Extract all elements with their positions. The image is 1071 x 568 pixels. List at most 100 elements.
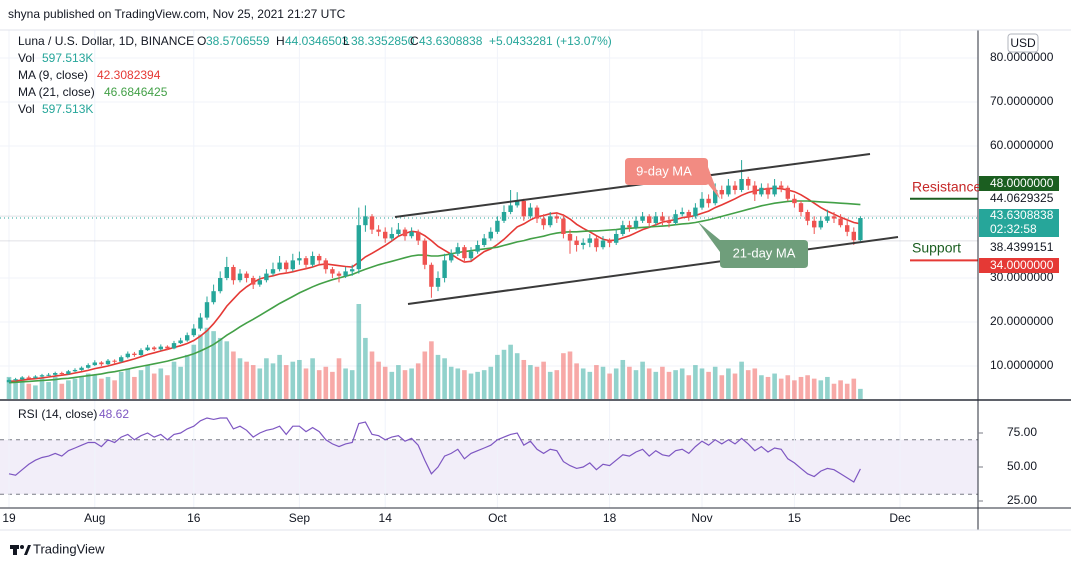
volume-bar	[264, 358, 269, 399]
indicator-value: 597.513K	[42, 51, 93, 65]
candle-body	[752, 185, 757, 195]
candle-body	[759, 187, 764, 195]
candle-body	[402, 229, 408, 237]
volume-bar	[323, 366, 329, 399]
volume-bar	[125, 368, 131, 399]
indicator-value: 42.3082394	[97, 68, 161, 82]
volume-bar	[673, 370, 678, 399]
x-tick-label: 16	[187, 511, 201, 525]
volume-bar	[39, 378, 45, 399]
candle-body	[495, 220, 500, 232]
volume-bar	[184, 354, 190, 399]
volume-bar	[290, 361, 296, 399]
volume-bar	[620, 359, 626, 399]
candle-body	[633, 220, 639, 228]
quote-key: O	[197, 34, 206, 48]
candle-body	[152, 347, 157, 350]
candle-body	[581, 242, 586, 245]
candle-body	[429, 264, 434, 287]
volume-bar	[204, 327, 210, 399]
volume-bar	[699, 368, 705, 399]
candle-body	[620, 225, 625, 234]
candle-body	[277, 262, 282, 270]
candle-body	[785, 187, 790, 199]
rsi-tick-label: 25.00	[1007, 493, 1037, 507]
resistance-price: 48.0000000	[990, 176, 1054, 190]
volume-bar	[501, 349, 507, 399]
volume-bar	[541, 361, 546, 399]
candle-body	[290, 260, 295, 270]
candle-body	[567, 233, 573, 241]
candle-body	[198, 317, 203, 329]
candle-body	[59, 373, 64, 375]
volume-bar	[198, 334, 203, 399]
volume-bar	[250, 365, 256, 399]
candle-body	[369, 216, 375, 230]
currency-box[interactable]	[1007, 33, 1039, 53]
candle-body	[508, 205, 513, 212]
volume-bar	[165, 375, 170, 399]
y-tick-label: 60.0000000	[990, 138, 1054, 152]
callout-21-day	[698, 222, 808, 268]
candle-body	[237, 273, 243, 281]
candle-body	[600, 240, 606, 248]
volume-bar	[825, 376, 830, 399]
candle-body	[356, 225, 361, 270]
indicator-name: Vol	[18, 51, 35, 65]
volume-bar	[79, 376, 84, 399]
candle-body	[350, 269, 355, 272]
candle-body	[251, 277, 256, 285]
quote-key: H	[276, 34, 285, 48]
candle-body	[72, 369, 78, 372]
candle-body	[534, 207, 540, 219]
price-mark-label: 38.4399151	[990, 240, 1054, 254]
volume-bar	[528, 365, 533, 399]
volume-bar	[455, 368, 461, 399]
indicator-value: 597.513K	[42, 102, 93, 116]
volume-bar	[336, 358, 342, 399]
volume-bar	[158, 368, 164, 399]
quote-value: 43.6308838	[419, 34, 483, 48]
volume-bar	[805, 375, 810, 399]
candle-body	[739, 178, 744, 190]
volume-bar	[594, 365, 599, 399]
volume-bar	[759, 375, 764, 399]
candle-body	[317, 255, 322, 261]
volume-bar	[462, 370, 467, 399]
candle-body	[257, 280, 262, 285]
volume-bar	[409, 368, 414, 399]
y-tick-label: 30.0000000	[990, 270, 1054, 284]
volume-bar	[613, 368, 619, 399]
ma-line	[8, 187, 861, 383]
candle-body	[389, 233, 394, 239]
last-price-box	[979, 209, 1059, 237]
candle-body	[231, 266, 236, 281]
candle-body	[699, 198, 705, 208]
grid	[0, 30, 978, 508]
candle-body	[330, 269, 335, 274]
candle-body	[224, 266, 229, 278]
candle-body	[303, 258, 309, 265]
candle-body	[501, 211, 507, 221]
candle-body	[732, 185, 738, 190]
candle-body	[112, 360, 117, 362]
rsi-tick-label: 75.00	[1007, 425, 1037, 439]
candle-body	[825, 216, 830, 221]
candle-body	[92, 362, 97, 366]
y-tick-label: 70.0000000	[990, 94, 1054, 108]
volume-bar	[237, 358, 243, 399]
quote-value: 38.5706559	[206, 34, 270, 48]
currency[interactable]: USD	[1010, 36, 1036, 50]
volume-bar	[442, 358, 447, 399]
resistance-price-box	[979, 176, 1059, 191]
candle-body	[482, 238, 487, 245]
candle-body	[125, 353, 130, 358]
rsi-tick-label: 50.00	[1007, 459, 1037, 473]
candle-body	[145, 347, 150, 351]
volume-bar	[112, 380, 117, 399]
candle-body	[640, 216, 645, 221]
candle-body	[831, 216, 837, 219]
candle-body	[86, 365, 91, 368]
volume-bar	[712, 366, 718, 399]
volume-bar	[607, 373, 612, 399]
